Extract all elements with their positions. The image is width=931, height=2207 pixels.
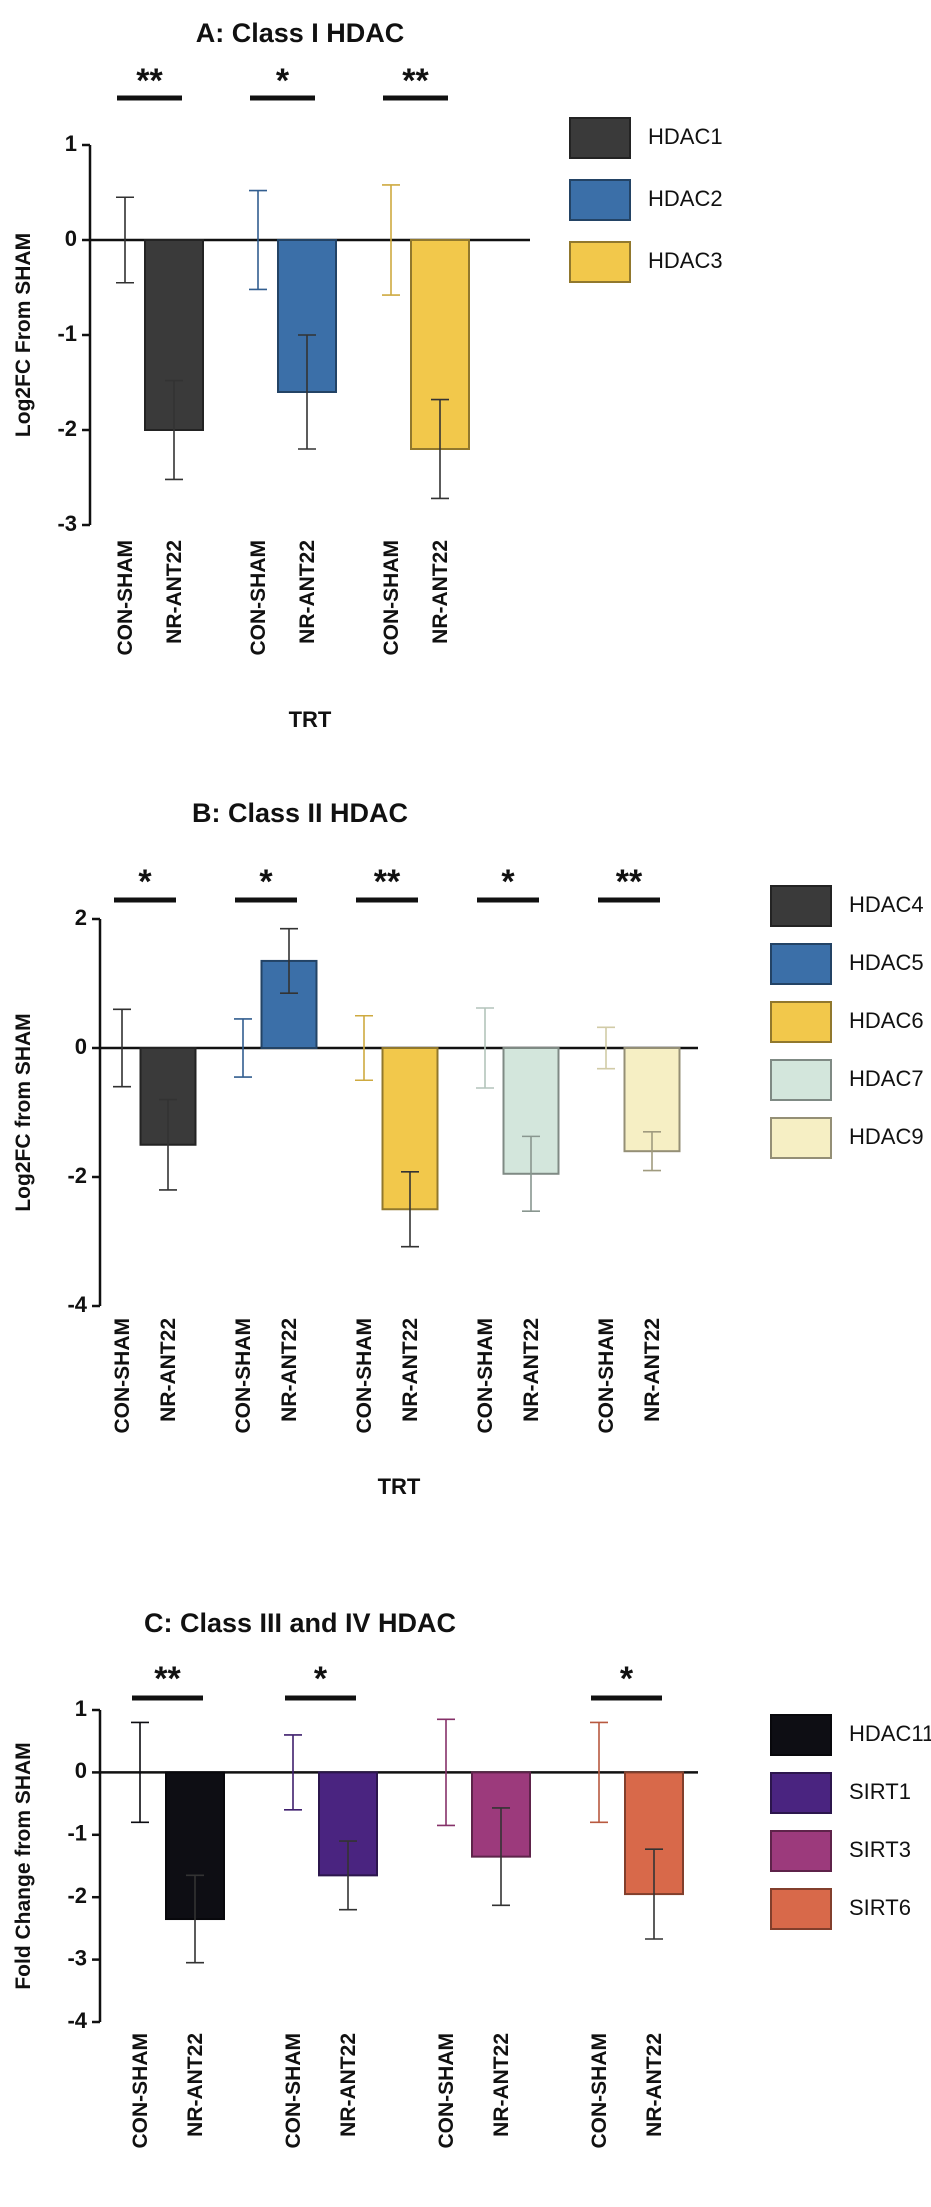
legend-label: SIRT3 bbox=[849, 1837, 911, 1862]
y-tick-label: 0 bbox=[65, 226, 77, 251]
y-axis-label: Fold Change from SHAM bbox=[12, 1742, 35, 1989]
chart-title: C: Class III and IV HDAC bbox=[144, 1608, 456, 1638]
legend-label: SIRT6 bbox=[849, 1895, 911, 1920]
x-category-label: NR-ANT22 bbox=[157, 1318, 180, 1422]
x-category-label: NR-ANT22 bbox=[429, 540, 452, 644]
legend-label: HDAC1 bbox=[648, 124, 723, 149]
significance-marker: * bbox=[314, 1660, 328, 1698]
x-category-label: NR-ANT22 bbox=[296, 540, 319, 644]
legend-label: HDAC5 bbox=[849, 950, 924, 975]
x-category-label: CON-SHAM bbox=[380, 540, 403, 656]
y-tick-label: 1 bbox=[75, 1696, 87, 1721]
legend-swatch bbox=[770, 1117, 832, 1159]
y-tick-label: -1 bbox=[67, 1821, 87, 1846]
significance-marker: * bbox=[620, 1660, 634, 1698]
y-tick-label: -3 bbox=[67, 1945, 87, 1970]
chart-title: B: Class II HDAC bbox=[192, 798, 408, 828]
legend-swatch bbox=[770, 1888, 832, 1930]
legend-swatch bbox=[770, 1001, 832, 1043]
y-tick-label: -1 bbox=[57, 321, 77, 346]
significance-marker: * bbox=[138, 863, 152, 901]
x-category-label: NR-ANT22 bbox=[490, 2033, 513, 2137]
legend-swatch bbox=[770, 885, 832, 927]
legend-label: HDAC6 bbox=[849, 1008, 924, 1033]
x-category-label: NR-ANT22 bbox=[163, 540, 186, 644]
significance-marker: * bbox=[259, 863, 273, 901]
y-tick-label: -2 bbox=[67, 1163, 87, 1188]
y-tick-label: -3 bbox=[57, 511, 77, 536]
y-tick-label: -2 bbox=[67, 1883, 87, 1908]
x-category-label: CON-SHAM bbox=[114, 540, 137, 656]
y-tick-label: -2 bbox=[57, 416, 77, 441]
legend-label: HDAC7 bbox=[849, 1066, 924, 1091]
y-axis-label: Log2FC From SHAM bbox=[12, 233, 35, 437]
x-axis-title: TRT bbox=[289, 707, 332, 732]
legend-swatch bbox=[569, 117, 631, 159]
chart-title: A: Class I HDAC bbox=[196, 18, 405, 48]
x-category-label: CON-SHAM bbox=[474, 1318, 497, 1434]
panel-b: B: Class II HDAC 2 0 -2 -4 Log2FC from SHAM CO… bbox=[12, 798, 924, 1499]
x-category-label: CON-SHAM bbox=[353, 1318, 376, 1434]
legend-label: HDAC4 bbox=[849, 892, 924, 917]
x-category-label: CON-SHAM bbox=[247, 540, 270, 656]
x-category-label: CON-SHAM bbox=[595, 1318, 618, 1434]
significance-marker: ** bbox=[402, 62, 429, 100]
x-category-label: CON-SHAM bbox=[111, 1318, 134, 1434]
y-tick-label: 1 bbox=[65, 131, 77, 156]
x-category-label: NR-ANT22 bbox=[184, 2033, 207, 2137]
legend-swatch bbox=[770, 1830, 832, 1872]
legend-swatch bbox=[770, 943, 832, 985]
x-category-label: NR-ANT22 bbox=[337, 2033, 360, 2137]
x-category-label: CON-SHAM bbox=[232, 1318, 255, 1434]
significance-marker: * bbox=[501, 863, 515, 901]
y-tick-label: 0 bbox=[75, 1758, 87, 1783]
panel-a: A: Class I HDAC 1 0 -1 -2 -3 Log2FC From SHAM C… bbox=[12, 18, 723, 732]
significance-marker: ** bbox=[136, 62, 163, 100]
legend-label: HDAC3 bbox=[648, 248, 723, 273]
x-axis-title: TRT bbox=[378, 1474, 421, 1499]
legend-swatch bbox=[569, 179, 631, 221]
x-category-label: NR-ANT22 bbox=[278, 1318, 301, 1422]
y-tick-label: -4 bbox=[67, 2008, 87, 2033]
x-category-label: CON-SHAM bbox=[588, 2033, 611, 2149]
significance-marker: ** bbox=[616, 863, 643, 901]
legend-label: HDAC9 bbox=[849, 1124, 924, 1149]
legend-swatch bbox=[569, 241, 631, 283]
x-category-label: NR-ANT22 bbox=[399, 1318, 422, 1422]
x-category-label: CON-SHAM bbox=[435, 2033, 458, 2149]
legend-swatch bbox=[770, 1714, 832, 1756]
legend-label: HDAC11 bbox=[849, 1721, 931, 1746]
x-category-label: CON-SHAM bbox=[282, 2033, 305, 2149]
y-axis-label: Log2FC from SHAM bbox=[12, 1013, 35, 1211]
significance-marker: ** bbox=[154, 1660, 181, 1698]
significance-marker: * bbox=[276, 62, 290, 100]
x-category-label: CON-SHAM bbox=[129, 2033, 152, 2149]
legend-label: HDAC2 bbox=[648, 186, 723, 211]
y-tick-label: 0 bbox=[75, 1034, 87, 1059]
x-category-label: NR-ANT22 bbox=[641, 1318, 664, 1422]
legend-label: SIRT1 bbox=[849, 1779, 911, 1804]
y-tick-label: 2 bbox=[75, 905, 87, 930]
legend-swatch bbox=[770, 1059, 832, 1101]
legend-swatch bbox=[770, 1772, 832, 1814]
x-category-label: NR-ANT22 bbox=[520, 1318, 543, 1422]
panel-c: C: Class III and IV HDAC 1 0 -1 -2 -3 -4 Fold C… bbox=[12, 1608, 931, 2148]
significance-marker: ** bbox=[374, 863, 401, 901]
y-tick-label: -4 bbox=[67, 1292, 87, 1317]
x-category-label: NR-ANT22 bbox=[643, 2033, 666, 2137]
